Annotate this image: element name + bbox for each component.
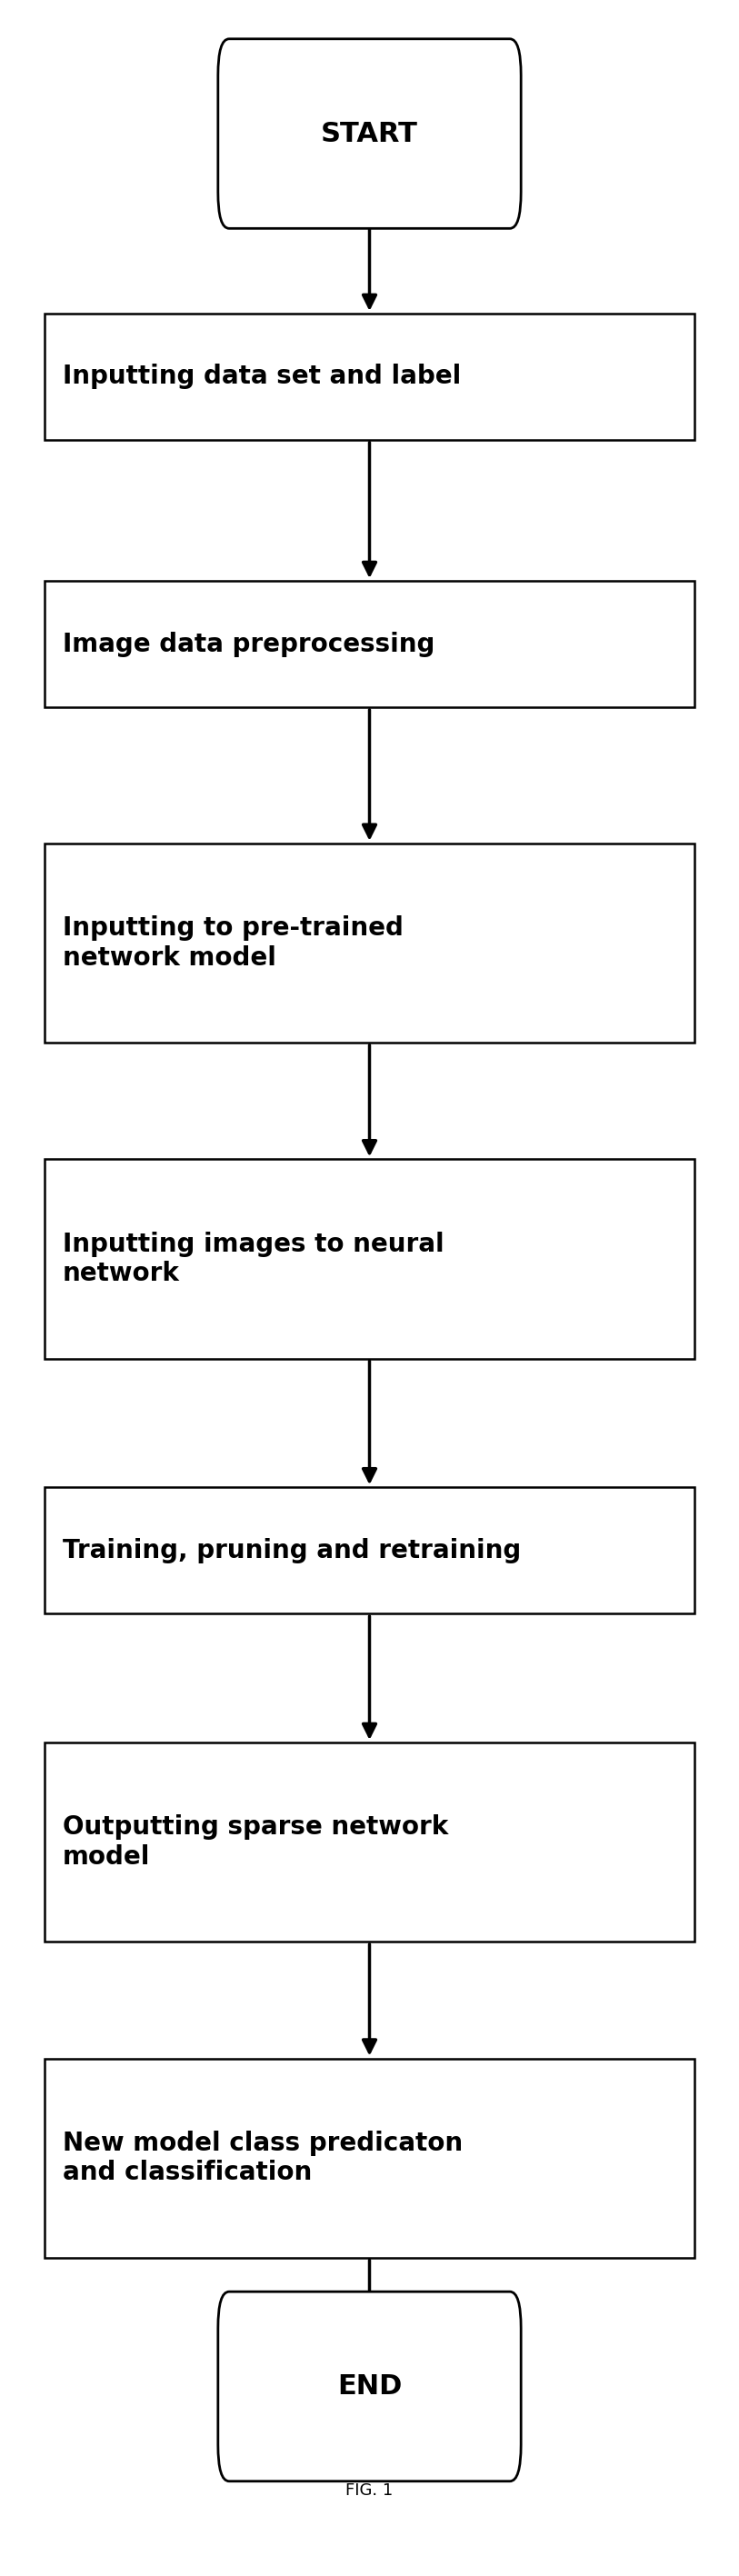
Bar (44, 314, 695, 440)
Text: END: END (337, 2372, 402, 2401)
Text: Inputting data set and label: Inputting data set and label (63, 363, 461, 389)
Bar (44, 1486, 695, 1613)
Text: Training, pruning and retraining: Training, pruning and retraining (63, 1538, 521, 1564)
Text: Inputting images to neural
network: Inputting images to neural network (63, 1231, 444, 1285)
Bar (44, 1159, 695, 1358)
Text: Outputting sparse network
model: Outputting sparse network model (63, 1814, 449, 1870)
Text: Image data preprocessing: Image data preprocessing (63, 631, 435, 657)
Text: FIG. 1: FIG. 1 (346, 2483, 393, 2499)
Bar (44, 842, 695, 1043)
FancyBboxPatch shape (218, 2293, 521, 2481)
Text: Inputting to pre-trained
network model: Inputting to pre-trained network model (63, 914, 403, 971)
FancyBboxPatch shape (218, 39, 521, 229)
Text: START: START (321, 121, 418, 147)
Bar (44, 2058, 695, 2257)
Text: New model class predicaton
and classification: New model class predicaton and classific… (63, 2130, 463, 2184)
Bar (44, 1741, 695, 1942)
Bar (44, 580, 695, 708)
